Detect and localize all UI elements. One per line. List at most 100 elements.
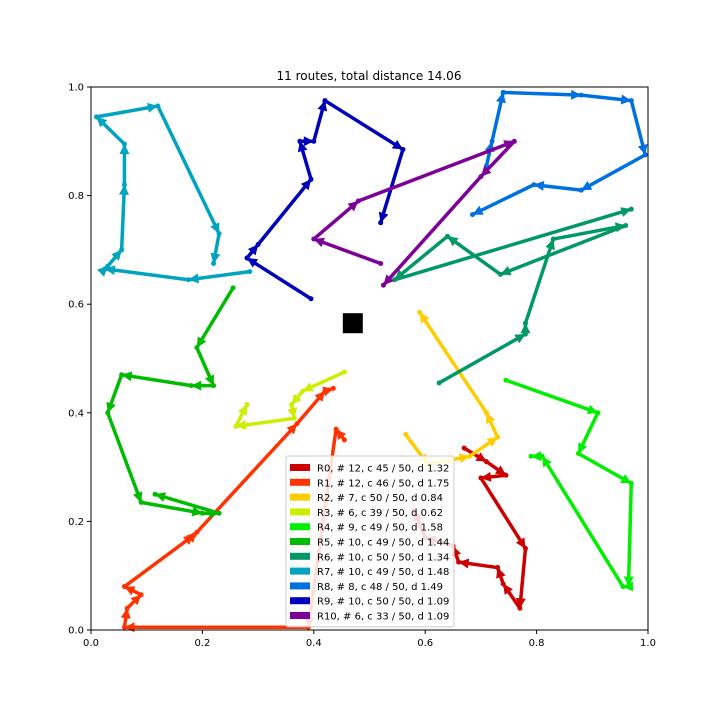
- y-tick-label: 0.4: [68, 408, 84, 419]
- x-tick-label: 0.8: [529, 638, 545, 649]
- route-6-stop: [444, 233, 450, 239]
- route-9-arrow: [391, 139, 403, 150]
- route-1-stop: [330, 385, 336, 391]
- y-tick-label: 0.6: [68, 300, 84, 311]
- route-9-stop: [311, 138, 317, 144]
- legend-swatch: [290, 582, 310, 590]
- legend-label: R7, # 10, c 49 / 50, d 1.48: [317, 567, 449, 578]
- route-7-segment: [119, 182, 127, 252]
- route-5-arrow: [191, 506, 203, 517]
- route-0-stop: [503, 472, 509, 478]
- route-9-arrow: [246, 258, 259, 268]
- route-7-stop: [94, 114, 100, 120]
- route-6-stop: [392, 277, 398, 283]
- legend-label: R9, # 10, c 50 / 50, d 1.09: [317, 597, 449, 608]
- axes-frame: [90, 86, 649, 631]
- route-6-stop: [628, 206, 634, 212]
- route-7-stop: [105, 263, 111, 269]
- legend-swatch: [290, 612, 310, 619]
- route-0-segment: [479, 476, 528, 551]
- y-tick-label: 1.0: [68, 83, 84, 94]
- legend-swatch: [290, 464, 310, 471]
- legend-swatch: [290, 552, 310, 560]
- route-0-arrow: [458, 558, 470, 569]
- route-10-arrow: [347, 201, 359, 212]
- route-6-arrow: [545, 239, 555, 251]
- route-3: [233, 369, 347, 430]
- route-7-arrow: [96, 116, 108, 128]
- legend-swatch: [290, 523, 310, 531]
- route-5-arrow: [106, 401, 116, 413]
- route-10-segment: [356, 139, 517, 203]
- route-8: [470, 89, 648, 218]
- route-5-segment: [105, 411, 143, 505]
- route-0-stop: [478, 475, 484, 481]
- route-6-arrow: [447, 236, 459, 247]
- route-5-stop: [211, 383, 217, 389]
- route-7-arrow: [111, 249, 122, 261]
- route-7-arrow: [118, 184, 129, 195]
- route-0-stop: [500, 581, 506, 587]
- route-8-stop: [578, 92, 584, 98]
- y-axis-ticks: 0.0 0.2 0.4 0.6 0.8 1.0: [68, 83, 91, 637]
- route-0-arrow: [503, 583, 513, 595]
- x-tick-label: 0.6: [417, 638, 433, 649]
- route-7-arrow: [210, 222, 220, 234]
- route-3-stop: [341, 369, 347, 375]
- legend-swatch: [290, 493, 310, 501]
- route-10-stop: [311, 236, 317, 242]
- route-4-stop: [539, 453, 545, 459]
- route-0-arrow: [480, 471, 492, 482]
- legend-swatch: [290, 597, 310, 605]
- route-7-stop: [121, 182, 127, 188]
- route-4-segment: [540, 454, 625, 589]
- route-4-arrow: [586, 404, 598, 415]
- route-5-segment: [119, 373, 194, 388]
- route-0-arrow: [515, 597, 526, 609]
- route-6-stop: [522, 320, 528, 326]
- route-6-stop: [623, 222, 629, 228]
- route-1-stop: [341, 437, 347, 443]
- route-8-segment: [579, 153, 647, 192]
- route-6-arrow: [620, 207, 632, 217]
- legend-swatch: [290, 567, 310, 575]
- route-6-segment: [551, 223, 628, 241]
- route-8-arrow: [496, 92, 506, 104]
- route-4-arrow: [620, 474, 632, 484]
- route-2-stop: [495, 434, 501, 440]
- route-7-stop: [185, 277, 191, 283]
- route-8-stop: [470, 212, 476, 218]
- route-7-stop: [211, 260, 217, 266]
- route-4-arrow: [578, 442, 588, 454]
- route-8-arrow: [570, 89, 582, 100]
- route-2-stop: [483, 410, 489, 416]
- route-8-stop: [500, 89, 506, 95]
- route-1-arrow: [286, 423, 298, 435]
- route-6-arrow: [520, 323, 531, 334]
- route-5-arrow: [155, 492, 167, 502]
- route-4-arrow: [542, 456, 552, 468]
- route-6-stop: [497, 271, 503, 277]
- route-9-stop: [297, 138, 303, 144]
- route-6-segment: [437, 332, 528, 385]
- route-7-arrow: [210, 252, 221, 264]
- route-3-arrow: [237, 404, 247, 416]
- route-7-arrow: [147, 102, 158, 113]
- route-5-stop: [199, 510, 205, 516]
- route-2-stop: [417, 309, 423, 315]
- route-7-arrow: [188, 273, 200, 284]
- route-6-segment: [498, 223, 628, 277]
- route-6-arrow: [514, 334, 526, 344]
- depot-layer: [342, 313, 363, 334]
- route-9-stop: [400, 146, 406, 152]
- route-4-stop: [626, 584, 632, 590]
- route-5-arrow: [196, 336, 207, 348]
- route-8-stop: [642, 152, 648, 158]
- x-tick-label: 0.2: [194, 638, 210, 649]
- legend-swatch: [290, 508, 310, 516]
- route-8-arrow: [581, 180, 593, 191]
- route-10-stop: [380, 282, 386, 288]
- route-8-segment: [501, 90, 583, 97]
- route-8-arrow: [472, 205, 484, 215]
